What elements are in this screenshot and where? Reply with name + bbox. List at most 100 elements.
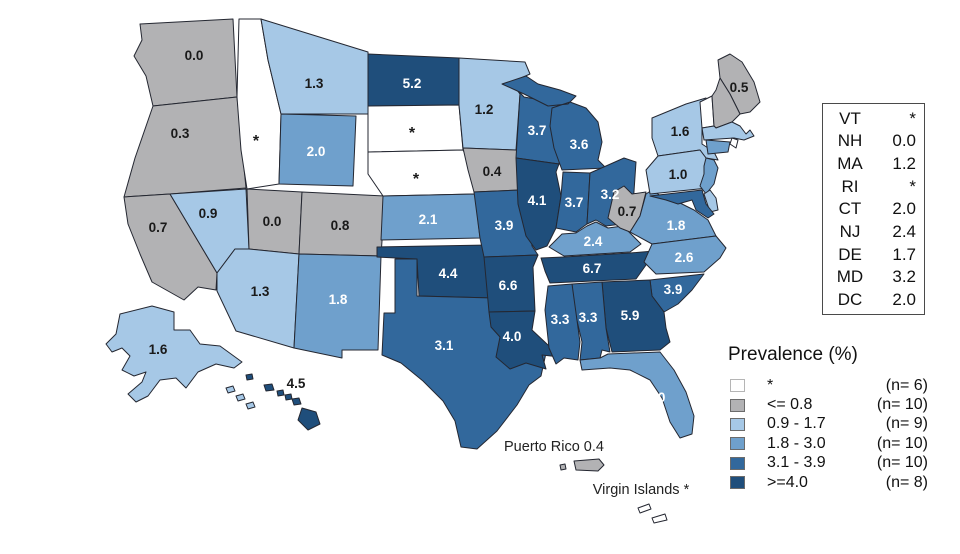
legend-count: (n= 8) (885, 473, 928, 491)
state-label-CA: 0.7 (149, 220, 168, 235)
state-list-row-VT: VT * (827, 110, 916, 127)
state-label-NC: 2.6 (675, 250, 694, 265)
state-label-HI: 4.5 (287, 376, 306, 391)
legend-count: (n= 10) (876, 454, 928, 472)
legend-range-label: 1.8 - 3.0 (767, 434, 826, 452)
state-LA (488, 310, 561, 370)
state-list-box: VT * NH 0.0 MA 1.2 RI * CT 2.0 NJ 2.4 DE 1.7 MD 3.2 DC 2.… (822, 103, 925, 315)
state-abbr: VT (839, 108, 861, 128)
state-MA (701, 121, 755, 141)
state-abbr: MD (836, 267, 864, 287)
state-label-IL: 4.1 (528, 193, 547, 208)
legend-swatch-icon (730, 476, 745, 490)
state-label-WI: 3.7 (528, 123, 547, 138)
state-list-row-DC: DC 2.0 (827, 291, 916, 308)
state-label-GA: 5.9 (621, 308, 640, 323)
state-label-OK: 4.4 (439, 266, 458, 281)
state-label-WA: 0.0 (185, 48, 204, 63)
state-label-MS: 3.3 (551, 312, 570, 327)
state-abbr: DE (838, 244, 862, 264)
state-label-OH: 3.2 (601, 187, 620, 202)
legend-count: (n= 10) (876, 396, 928, 414)
state-AR (483, 254, 539, 313)
state-abbr: NH (837, 131, 863, 151)
state-value: 1.7 (892, 244, 916, 264)
state-label-WY: 2.0 (307, 144, 326, 159)
state-label-AZ: 1.3 (251, 284, 270, 299)
state-NE (367, 149, 476, 197)
state-WA (133, 18, 238, 107)
state-label-OR: 0.3 (171, 126, 190, 141)
territory-label-VI: Virgin Islands * (593, 482, 690, 498)
state-MT (260, 18, 369, 115)
state-label-AR: 6.6 (499, 278, 518, 293)
state-label-NM: 1.8 (329, 292, 348, 307)
state-value: 0.0 (892, 131, 916, 151)
legend-count: (n= 6) (885, 376, 928, 394)
legend-swatch-icon (730, 398, 745, 412)
state-list-row-DE: DE 1.7 (827, 246, 916, 263)
state-label-KS: 2.1 (419, 212, 438, 227)
state-label-FL: 3.0 (647, 390, 666, 405)
state-label-MT: 1.3 (305, 76, 324, 91)
state-PR (559, 458, 605, 472)
state-label-PA: 1.0 (669, 167, 688, 182)
state-RI (729, 137, 739, 149)
legend-swatch-icon (730, 456, 745, 470)
state-GA (601, 279, 671, 353)
state-KY (548, 221, 642, 257)
state-label-NY: 1.6 (671, 124, 690, 139)
legend-swatch-icon (730, 417, 745, 431)
state-label-SD: * (409, 125, 416, 142)
state-label-UT: 0.0 (263, 214, 282, 229)
legend-range-label: >=4.0 (767, 473, 808, 491)
state-abbr: NJ (839, 222, 861, 242)
state-label-LA: 4.0 (503, 329, 522, 344)
prevalence-legend: Prevalence (%) * (n= 6) <= 0.8 (n= 10) 0.9 -… (718, 344, 930, 492)
state-IL (515, 157, 562, 251)
state-value: 3.2 (892, 267, 916, 287)
state-MD (649, 189, 715, 219)
state-list-row-RI: RI * (827, 178, 917, 195)
legend-range-label: <= 0.8 (767, 396, 813, 414)
legend-row-5: >=4.0 (n= 8) (730, 473, 930, 492)
state-OK (376, 244, 494, 299)
state-MI (501, 75, 607, 171)
state-label-ND: 5.2 (403, 76, 422, 91)
state-label-MI: 3.6 (570, 137, 589, 152)
legend-range-label: * (767, 376, 774, 394)
state-list-row-NH: NH 0.0 (827, 132, 916, 149)
legend-range-label: 0.9 - 1.7 (767, 415, 826, 433)
legend-count: (n= 9) (885, 415, 928, 433)
state-label-TN: 6.7 (583, 261, 602, 276)
state-MS (544, 283, 581, 365)
state-CT (705, 139, 731, 155)
state-SD (367, 104, 464, 153)
state-label-WV: 0.7 (618, 204, 637, 219)
state-label-AK: 1.6 (149, 342, 168, 357)
legend-row-4: 3.1 - 3.9 (n= 10) (730, 454, 930, 473)
legend-row-2: 0.9 - 1.7 (n= 9) (730, 415, 930, 434)
state-list-row-MD: MD 3.2 (827, 268, 916, 285)
state-HI (245, 373, 321, 431)
state-value: 2.0 (892, 290, 916, 310)
state-label-KY: 2.4 (584, 234, 603, 249)
state-value: 1.2 (892, 154, 916, 174)
state-AK (105, 305, 256, 410)
state-label-NV: 0.9 (199, 206, 218, 221)
state-TN (540, 250, 655, 284)
state-label-NE: * (413, 171, 420, 188)
legend-row-1: <= 0.8 (n= 10) (730, 395, 930, 414)
legend-title: Prevalence (%) (728, 344, 858, 365)
legend-range-label: 3.1 - 3.9 (767, 454, 826, 472)
state-VI (637, 503, 668, 524)
state-label-AL: 3.3 (579, 310, 598, 325)
state-value: * (909, 108, 916, 128)
state-abbr: MA (837, 154, 863, 174)
state-list-row-NJ: NJ 2.4 (827, 223, 916, 240)
state-label-TX: 3.1 (435, 338, 454, 353)
state-abbr: DC (837, 290, 863, 310)
state-list-row-CT: CT 2.0 (827, 200, 916, 217)
